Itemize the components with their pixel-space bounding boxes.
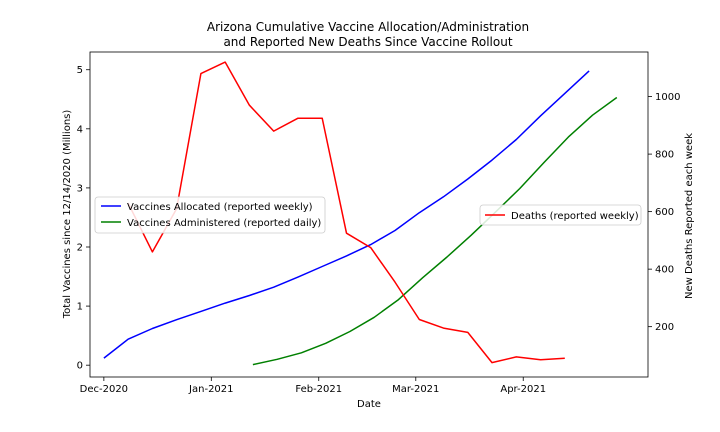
administered-line [252,96,618,366]
x-tick-label: Apr-2021 [500,384,546,395]
legend-left-box [94,196,326,234]
x-tick-label: Feb-2021 [295,384,342,395]
y-left-tick-label: 4 [77,124,83,135]
x-tick-label: Jan-2021 [188,384,233,395]
legend-right: Deaths (reported weekly) [479,204,642,226]
x-tick-label: Mar-2021 [392,384,439,395]
legend-label-deaths: Deaths (reported weekly) [511,211,639,222]
series-lines [103,61,618,366]
y-axis-right: 200 400 600 800 1000 [648,92,680,333]
y-left-tick-label: 1 [77,302,83,313]
y-left-tick-label: 0 [77,361,83,372]
y-left-tick-label: 2 [77,243,83,254]
legend-right-box [479,204,642,226]
legend-label-administered: Vaccines Administered (reported daily) [127,218,321,229]
x-tick-label: Dec-2020 [80,384,128,395]
chart-title-line1: Arizona Cumulative Vaccine Allocation/Ad… [207,20,529,34]
y-axis-right-title: New Deaths Reported each week [684,133,695,299]
y-right-tick-label: 800 [655,150,674,161]
y-axis-left: 0 1 2 3 4 5 [77,65,90,372]
chart-title-line2: and Reported New Deaths Since Vaccine Ro… [223,35,512,49]
deaths-line [127,61,565,364]
y-left-tick-label: 3 [77,183,83,194]
y-right-tick-label: 600 [655,207,674,218]
legend-left: Vaccines Allocated (reported weekly) Vac… [94,196,326,234]
x-axis-title: Date [357,399,381,410]
y-right-tick-label: 200 [655,322,674,333]
y-right-tick-label: 400 [655,265,674,276]
x-axis: Dec-2020 Jan-2021 Feb-2021 Mar-2021 Apr-2021 [80,377,546,395]
allocated-line [103,70,590,359]
y-axis-left-title: Total Vaccines since 12/14/2020 (Million… [62,110,73,320]
y-left-tick-label: 5 [77,65,83,76]
y-right-tick-label: 1000 [655,92,680,103]
legend-label-allocated: Vaccines Allocated (reported weekly) [127,202,313,213]
